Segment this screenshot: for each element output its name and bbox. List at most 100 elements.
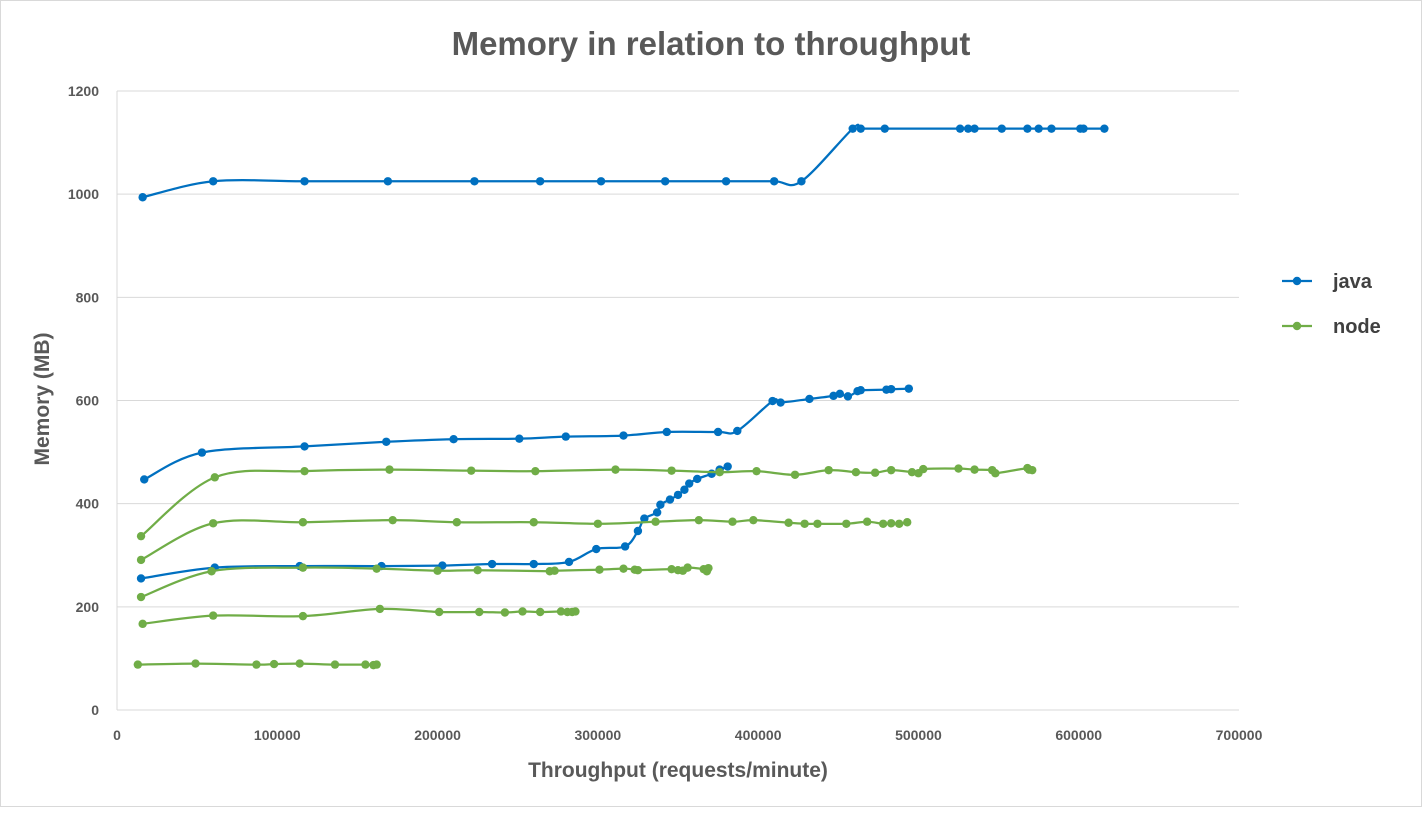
x-tick-label: 100000: [254, 727, 301, 743]
series-line: [143, 387, 909, 481]
y-tick-label: 600: [76, 393, 100, 409]
data-point: [749, 515, 758, 525]
data-point: [886, 519, 896, 528]
data-point: [531, 466, 540, 476]
data-point: [633, 566, 643, 575]
data-point: [693, 474, 702, 484]
data-point: [886, 465, 896, 475]
data-point: [842, 519, 851, 528]
data-point: [252, 660, 261, 669]
data-point: [848, 124, 857, 133]
data-point: [790, 470, 800, 479]
data-point: [197, 448, 207, 457]
legend-marker: [1292, 321, 1302, 331]
data-point: [619, 431, 628, 440]
data-point: [662, 427, 671, 437]
gridlines: [116, 90, 1239, 711]
data-point: [383, 177, 393, 186]
data-point: [903, 518, 912, 527]
data-point: [862, 517, 872, 526]
data-point: [595, 565, 604, 574]
series-node-5: [136, 563, 713, 602]
y-tick-labels: 0 200 400 600 800 1000 1200: [68, 83, 99, 718]
data-point: [970, 124, 979, 133]
data-point: [970, 465, 979, 474]
data-point: [138, 619, 147, 629]
x-tick-label: 700000: [1216, 727, 1263, 743]
series-layer: [133, 123, 1109, 670]
data-point: [824, 465, 833, 475]
data-point: [210, 473, 219, 482]
data-point: [208, 177, 218, 186]
data-point: [997, 124, 1006, 133]
data-point: [878, 519, 888, 528]
data-point: [651, 517, 660, 526]
data-point: [707, 469, 716, 478]
legend-marker: [1292, 276, 1302, 286]
x-tick-label: 300000: [574, 727, 621, 743]
y-tick-label: 0: [91, 702, 99, 718]
data-point: [136, 574, 146, 583]
data-point: [805, 394, 814, 404]
data-point: [954, 464, 963, 473]
x-tick-label: 500000: [895, 727, 942, 743]
data-point: [904, 384, 914, 393]
data-point: [991, 469, 1000, 478]
data-point: [593, 519, 603, 528]
data-point: [475, 607, 484, 617]
legend-label: node: [1333, 316, 1381, 338]
data-point: [133, 660, 143, 669]
data-point: [797, 177, 806, 186]
data-point: [140, 475, 149, 484]
x-axis-label: Throughput (requests/minute): [528, 759, 828, 782]
data-point: [886, 384, 896, 394]
data-point: [715, 468, 724, 477]
data-point: [800, 519, 809, 528]
data-point: [619, 564, 628, 573]
data-point: [907, 468, 917, 477]
data-point: [298, 518, 308, 527]
data-point: [1023, 124, 1032, 133]
data-point: [191, 659, 200, 668]
data-point: [330, 660, 340, 669]
data-point: [768, 396, 777, 406]
data-point: [550, 566, 559, 575]
data-point: [660, 177, 670, 186]
data-point: [1079, 124, 1088, 133]
data-point: [683, 563, 692, 572]
data-point: [298, 611, 308, 621]
data-point: [298, 563, 308, 572]
data-point: [515, 434, 524, 443]
data-point: [571, 607, 580, 616]
data-point: [769, 177, 779, 186]
data-point: [452, 518, 462, 527]
data-point: [136, 555, 146, 565]
data-point: [596, 177, 606, 186]
data-point: [713, 427, 723, 437]
series-java-2: [136, 462, 732, 583]
data-point: [382, 437, 391, 446]
data-point: [1047, 124, 1056, 133]
data-point: [434, 607, 444, 617]
data-point: [880, 124, 889, 133]
data-point: [611, 465, 620, 474]
data-point: [856, 385, 865, 395]
data-point: [300, 466, 309, 476]
data-point: [529, 518, 538, 527]
data-point: [487, 559, 497, 569]
series-java-1: [140, 384, 914, 484]
data-point: [556, 607, 566, 616]
data-point: [564, 557, 574, 567]
data-point: [300, 177, 309, 186]
data-point: [295, 659, 304, 668]
data-point: [388, 515, 397, 525]
data-point: [870, 468, 880, 477]
data-point: [208, 519, 218, 528]
series-node-4: [136, 515, 912, 565]
data-point: [667, 564, 676, 574]
x-tick-label: 200000: [414, 727, 461, 743]
data-point: [1100, 124, 1109, 133]
y-tick-label: 800: [76, 289, 100, 305]
data-point: [835, 389, 845, 398]
